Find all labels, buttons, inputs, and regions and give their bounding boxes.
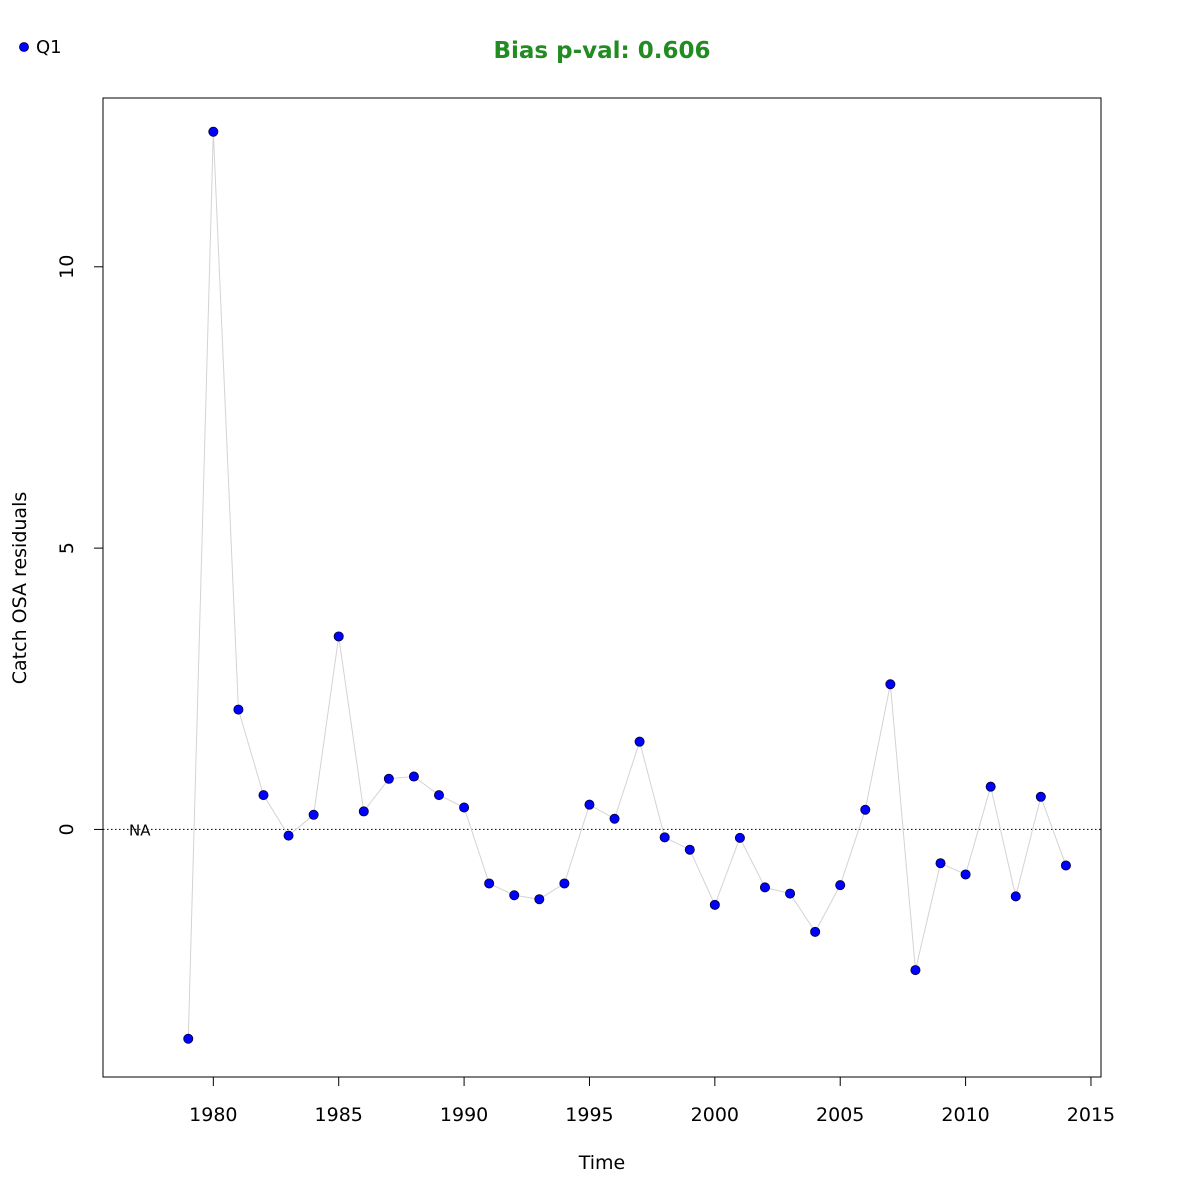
y-tick-label: 10 [56,255,78,279]
data-point [785,888,796,899]
x-tick-label: 2005 [816,1104,864,1126]
series-q1-connector [187,131,1067,1039]
series-q1-points [183,126,1071,1044]
y-axis: 0 5 10 [56,255,104,835]
data-point [935,858,946,869]
data-point [960,869,971,880]
data-point [208,126,219,137]
data-point [434,790,445,801]
legend-label-q1: Q1 [36,37,62,58]
data-point [584,799,595,810]
data-point [283,830,294,841]
plot-frame [102,97,1102,1078]
data-point [383,773,394,784]
data-point [459,802,470,813]
data-point [684,844,695,855]
data-point [308,809,319,820]
data-point [534,894,545,905]
data-point [659,832,670,843]
data-point [810,926,821,937]
data-point [985,781,996,792]
x-tick-label: 2010 [941,1104,989,1126]
x-axis-title: Time [578,1152,626,1174]
series-q1-line [187,131,1067,1039]
data-point [634,736,645,747]
x-tick-label: 1995 [565,1104,613,1126]
reference-line-label: NA [129,821,151,839]
data-point [860,804,871,815]
x-tick-label: 1985 [315,1104,363,1126]
x-tick-label: 1980 [189,1104,237,1126]
data-point [233,704,244,715]
data-point [734,832,745,843]
legend: Q1 [19,37,62,58]
data-point [509,890,520,901]
data-point [609,813,620,824]
data-point [835,880,846,891]
y-axis-title: Catch OSA residuals [9,492,31,684]
data-point [484,878,495,889]
data-point [183,1033,194,1044]
data-point [709,899,720,910]
x-tick-label: 1990 [440,1104,488,1126]
data-point [1060,860,1071,871]
y-tick-label: 5 [56,542,78,554]
data-point [333,631,344,642]
data-point [1035,791,1046,802]
legend-marker-q1 [19,42,29,52]
x-axis: 1980 1985 1990 1995 2000 2005 2010 2015 [189,1076,1115,1126]
x-tick-label: 2015 [1067,1104,1115,1126]
x-tick-label: 2000 [691,1104,739,1126]
chart-title: Bias p-val: 0.606 [494,38,711,64]
data-point [885,679,896,690]
data-point [910,965,921,976]
data-point [1010,891,1021,902]
data-point [559,878,570,889]
data-point [759,882,770,893]
data-point [258,790,269,801]
y-tick-label: 0 [56,823,78,835]
data-point [408,771,419,782]
data-point [358,806,369,817]
